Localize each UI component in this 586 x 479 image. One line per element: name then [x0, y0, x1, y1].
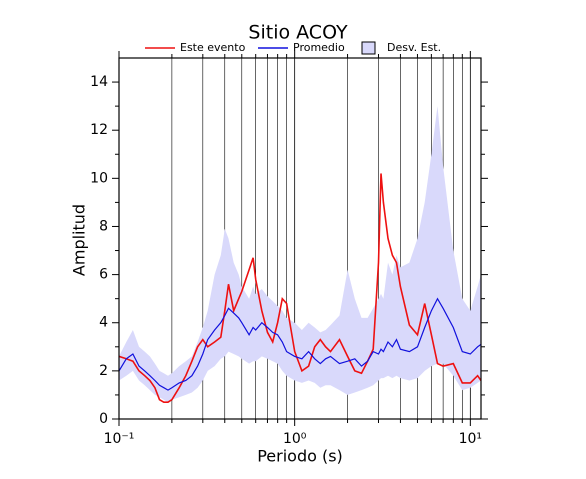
legend-label: Desv. Est.	[387, 41, 441, 54]
x-axis-label: Periodo (s)	[257, 447, 343, 466]
y-tick-label: 4	[99, 315, 108, 331]
legend-label: Promedio	[293, 41, 345, 54]
legend: Este evento Promedio Desv. Est.	[145, 41, 441, 55]
y-tick-label: 12	[90, 122, 108, 138]
axes: 10⁻¹ 10⁰ 10¹ 0 2 4 6 8 10 12 14	[90, 51, 488, 447]
series-line	[119, 297, 481, 391]
plot-area	[119, 106, 481, 403]
std-band	[119, 106, 481, 403]
y-axis-label: Amplitud	[70, 204, 89, 276]
y-tick-label: 6	[99, 267, 108, 283]
y-tick-label: 2	[99, 363, 108, 379]
y-tick-label: 8	[99, 218, 108, 234]
y-tick-label: 14	[90, 74, 108, 90]
x-tick-label: 10⁻¹	[104, 431, 135, 447]
y-tick-label: 0	[99, 411, 108, 427]
x-tick-label: 10⁰	[283, 431, 307, 447]
y-tick-label: 10	[90, 170, 108, 186]
plot-frame	[118, 57, 482, 420]
x-tick-label: 10¹	[459, 431, 482, 447]
legend-label: Este evento	[180, 41, 246, 54]
legend-swatch	[361, 41, 376, 55]
series-line	[119, 173, 481, 403]
chart-title: Sitio ACOY	[248, 22, 348, 44]
